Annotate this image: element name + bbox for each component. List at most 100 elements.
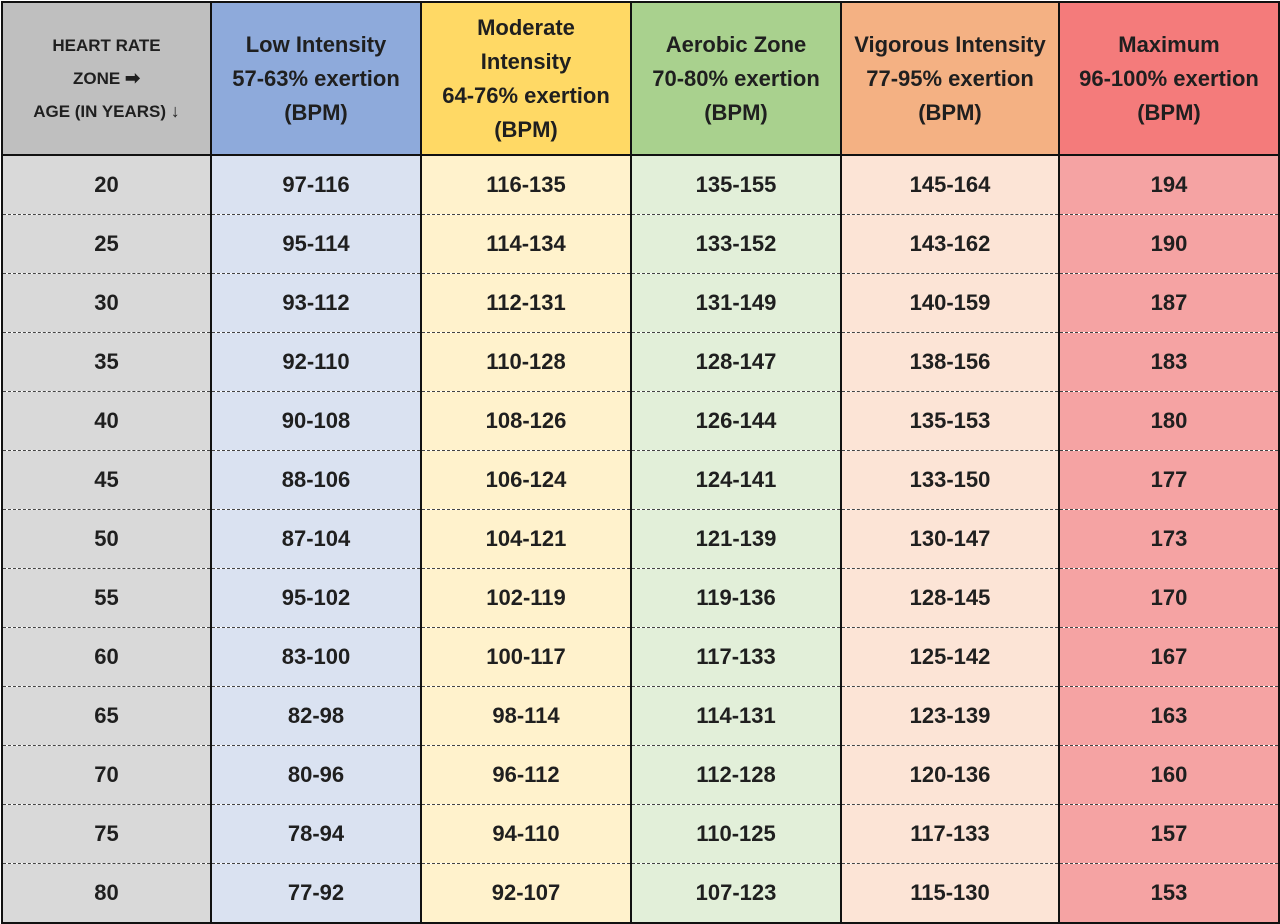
vigorous-intensity-cell: 130-147	[840, 509, 1060, 569]
header-maximum-range: 96-100% exertion	[1079, 65, 1259, 91]
header-aerobic-unit: (BPM)	[704, 99, 768, 125]
age-cell: 25	[1, 214, 212, 274]
low-intensity-cell: 87-104	[210, 509, 422, 569]
vigorous-intensity-cell: 125-142	[840, 627, 1060, 687]
header-maximum-unit: (BPM)	[1137, 99, 1201, 125]
vigorous-intensity-cell: 117-133	[840, 804, 1060, 864]
vigorous-intensity-cell: 120-136	[840, 745, 1060, 805]
aerobic-zone-cell: 110-125	[630, 804, 842, 864]
table-row: 40 90-108 108-126 126-144 135-153 180	[1, 391, 1280, 451]
vigorous-intensity-cell: 128-145	[840, 568, 1060, 628]
moderate-intensity-cell: 96-112	[420, 745, 632, 805]
low-intensity-cell: 83-100	[210, 627, 422, 687]
moderate-intensity-cell: 102-119	[420, 568, 632, 628]
table-row: 55 95-102 102-119 119-136 128-145 170	[1, 568, 1280, 628]
header-maximum-title: Maximum	[1118, 31, 1220, 57]
header-low-title: Low Intensity	[245, 31, 387, 57]
header-corner-line2: ZONE	[72, 68, 121, 88]
header-moderate-title1: Moderate	[477, 14, 575, 40]
maximum-cell: 173	[1058, 509, 1280, 569]
aerobic-zone-cell: 133-152	[630, 214, 842, 274]
header-vigorous-range: 77-95% exertion	[866, 65, 1034, 91]
header-low-intensity: Low Intensity 57-63% exertion (BPM)	[210, 1, 422, 156]
age-cell: 40	[1, 391, 212, 451]
maximum-cell: 167	[1058, 627, 1280, 687]
table-row: 50 87-104 104-121 121-139 130-147 173	[1, 509, 1280, 569]
table-row: 20 97-116 116-135 135-155 145-164 194	[1, 154, 1280, 215]
low-intensity-cell: 80-96	[210, 745, 422, 805]
aerobic-zone-cell: 119-136	[630, 568, 842, 628]
header-maximum: Maximum 96-100% exertion (BPM)	[1058, 1, 1280, 156]
moderate-intensity-cell: 114-134	[420, 214, 632, 274]
vigorous-intensity-cell: 133-150	[840, 450, 1060, 510]
table-row: 75 78-94 94-110 110-125 117-133 157	[1, 804, 1280, 864]
aerobic-zone-cell: 128-147	[630, 332, 842, 392]
header-row: HEART RATE ZONE ➡ AGE (IN YEARS) ↓ Low I…	[1, 1, 1280, 156]
age-cell: 70	[1, 745, 212, 805]
low-intensity-cell: 78-94	[210, 804, 422, 864]
header-moderate-range: 64-76% exertion	[442, 82, 610, 108]
aerobic-zone-cell: 135-155	[630, 154, 842, 215]
aerobic-zone-cell: 121-139	[630, 509, 842, 569]
age-cell: 80	[1, 863, 212, 924]
table-header: HEART RATE ZONE ➡ AGE (IN YEARS) ↓ Low I…	[1, 1, 1280, 156]
maximum-cell: 180	[1058, 391, 1280, 451]
moderate-intensity-cell: 112-131	[420, 273, 632, 333]
table-row: 30 93-112 112-131 131-149 140-159 187	[1, 273, 1280, 333]
table-row: 45 88-106 106-124 124-141 133-150 177	[1, 450, 1280, 510]
low-intensity-cell: 92-110	[210, 332, 422, 392]
aerobic-zone-cell: 112-128	[630, 745, 842, 805]
moderate-intensity-cell: 110-128	[420, 332, 632, 392]
age-cell: 35	[1, 332, 212, 392]
vigorous-intensity-cell: 135-153	[840, 391, 1060, 451]
low-intensity-cell: 93-112	[210, 273, 422, 333]
header-moderate-unit: (BPM)	[494, 116, 558, 142]
table-row: 65 82-98 98-114 114-131 123-139 163	[1, 686, 1280, 746]
header-corner-age-zone: HEART RATE ZONE ➡ AGE (IN YEARS) ↓	[1, 1, 212, 156]
header-low-unit: (BPM)	[284, 99, 348, 125]
table-row: 70 80-96 96-112 112-128 120-136 160	[1, 745, 1280, 805]
age-cell: 45	[1, 450, 212, 510]
maximum-cell: 157	[1058, 804, 1280, 864]
moderate-intensity-cell: 104-121	[420, 509, 632, 569]
aerobic-zone-cell: 114-131	[630, 686, 842, 746]
header-low-range: 57-63% exertion	[232, 65, 400, 91]
table-row: 25 95-114 114-134 133-152 143-162 190	[1, 214, 1280, 274]
moderate-intensity-cell: 106-124	[420, 450, 632, 510]
maximum-cell: 160	[1058, 745, 1280, 805]
header-vigorous-title: Vigorous Intensity	[854, 31, 1046, 57]
moderate-intensity-cell: 98-114	[420, 686, 632, 746]
header-vigorous-intensity: Vigorous Intensity 77-95% exertion (BPM)	[840, 1, 1060, 156]
low-intensity-cell: 88-106	[210, 450, 422, 510]
aerobic-zone-cell: 107-123	[630, 863, 842, 924]
age-cell: 65	[1, 686, 212, 746]
maximum-cell: 183	[1058, 332, 1280, 392]
header-corner-line1: HEART RATE	[52, 35, 161, 55]
table-row: 80 77-92 92-107 107-123 115-130 153	[1, 863, 1280, 924]
moderate-intensity-cell: 92-107	[420, 863, 632, 924]
low-intensity-cell: 90-108	[210, 391, 422, 451]
vigorous-intensity-cell: 145-164	[840, 154, 1060, 215]
low-intensity-cell: 77-92	[210, 863, 422, 924]
header-aerobic-range: 70-80% exertion	[652, 65, 820, 91]
low-intensity-cell: 97-116	[210, 154, 422, 215]
table-body: 20 97-116 116-135 135-155 145-164 194 25 95-114…	[1, 154, 1280, 924]
age-cell: 55	[1, 568, 212, 628]
table-row: 35 92-110 110-128 128-147 138-156 183	[1, 332, 1280, 392]
vigorous-intensity-cell: 115-130	[840, 863, 1060, 924]
maximum-cell: 187	[1058, 273, 1280, 333]
table-row: 60 83-100 100-117 117-133 125-142 167	[1, 627, 1280, 687]
vigorous-intensity-cell: 143-162	[840, 214, 1060, 274]
aerobic-zone-cell: 131-149	[630, 273, 842, 333]
vigorous-intensity-cell: 138-156	[840, 332, 1060, 392]
moderate-intensity-cell: 94-110	[420, 804, 632, 864]
age-cell: 20	[1, 154, 212, 215]
age-cell: 30	[1, 273, 212, 333]
aerobic-zone-cell: 117-133	[630, 627, 842, 687]
low-intensity-cell: 95-102	[210, 568, 422, 628]
header-moderate-title2: Intensity	[480, 48, 572, 74]
moderate-intensity-cell: 108-126	[420, 391, 632, 451]
arrow-down-icon: ↓	[170, 100, 180, 121]
maximum-cell: 190	[1058, 214, 1280, 274]
